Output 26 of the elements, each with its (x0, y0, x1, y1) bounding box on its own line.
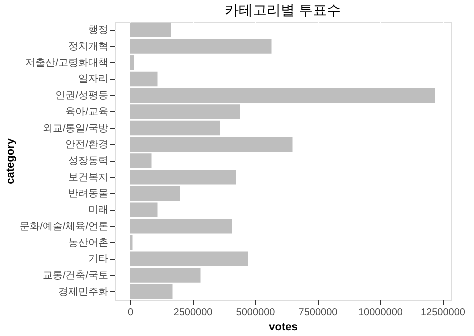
chart-title: 카테고리별 투표수 (224, 3, 342, 19)
y-tick-label: 인권/성평등 (56, 90, 108, 102)
y-axis-title: category (5, 138, 18, 184)
y-tick-label: 반려동물 (68, 188, 108, 200)
y-tick-label: 행정 (88, 25, 108, 36)
y-tick-label: 저출산/고령화대책 (26, 58, 108, 69)
x-tick-label: 10000000 (358, 308, 404, 318)
y-tick-label: 미래 (88, 205, 108, 216)
x-tick-label: 5000000 (236, 308, 276, 318)
y-tick-label: 농산어촌 (68, 238, 108, 249)
y-tick-label: 정치개혁 (68, 42, 108, 53)
y-tick-label: 육아/교육 (66, 106, 108, 118)
y-tick-label: 문화/예술/체육/언론 (20, 221, 108, 232)
x-tick-label: 7500000 (298, 308, 338, 318)
y-tick-label: 보건복지 (68, 172, 108, 184)
y-tick-label: 성장동력 (68, 156, 108, 167)
x-tick-label: 12500000 (421, 308, 466, 318)
x-tick-label: 2500000 (174, 308, 214, 318)
y-tick-label: 교통/건축/국토 (42, 270, 108, 282)
y-tick-label: 안전/환경 (66, 140, 108, 151)
x-tick-label: 0 (128, 308, 134, 318)
y-tick-label: 경제민주화 (58, 286, 108, 298)
y-tick-label: 일자리 (78, 74, 108, 86)
y-tick-label: 외교/통일/국방 (42, 123, 108, 134)
x-axis-title: votes (269, 322, 298, 334)
y-tick-label: 기타 (88, 254, 108, 266)
